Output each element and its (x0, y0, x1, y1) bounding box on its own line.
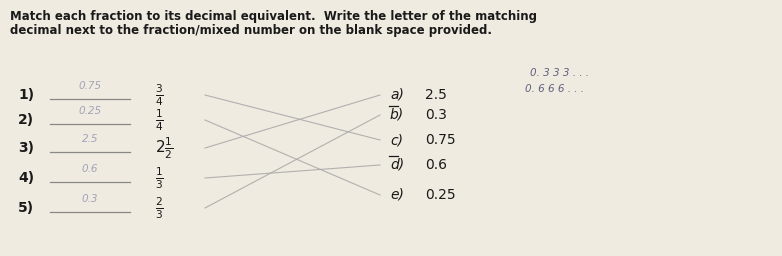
Text: $\frac{1}{3}$: $\frac{1}{3}$ (155, 165, 163, 191)
Text: 0. 3 3 3 . . .: 0. 3 3 3 . . . (530, 68, 589, 78)
Text: 0.25: 0.25 (425, 188, 456, 202)
Text: 0.75: 0.75 (425, 133, 456, 147)
Text: 5): 5) (18, 201, 34, 215)
Text: $\frac{1}{4}$: $\frac{1}{4}$ (155, 107, 163, 133)
Text: $\frac{2}{3}$: $\frac{2}{3}$ (155, 195, 163, 221)
Text: b): b) (390, 108, 404, 122)
Text: c): c) (390, 133, 403, 147)
Text: 1): 1) (18, 88, 34, 102)
Text: a): a) (390, 88, 404, 102)
Text: d): d) (390, 158, 404, 172)
Text: 3): 3) (18, 141, 34, 155)
Text: $\frac{3}{4}$: $\frac{3}{4}$ (155, 82, 163, 108)
Text: e): e) (390, 188, 404, 202)
Text: 2.5: 2.5 (82, 134, 99, 144)
Text: decimal next to the fraction/mixed number on the blank space provided.: decimal next to the fraction/mixed numbe… (10, 24, 492, 37)
Text: 2): 2) (18, 113, 34, 127)
Text: $2\frac{1}{2}$: $2\frac{1}{2}$ (155, 135, 174, 161)
Text: 4): 4) (18, 171, 34, 185)
Text: 2.5: 2.5 (425, 88, 447, 102)
Text: 0.75: 0.75 (78, 81, 102, 91)
Text: 0. 6 6 6 . . .: 0. 6 6 6 . . . (525, 84, 584, 94)
Text: 0.6: 0.6 (425, 158, 447, 172)
Text: 0.6: 0.6 (82, 164, 99, 174)
Text: 0.3: 0.3 (82, 194, 99, 204)
Text: Match each fraction to its decimal equivalent.  Write the letter of the matching: Match each fraction to its decimal equiv… (10, 10, 537, 23)
Text: 0.25: 0.25 (78, 106, 102, 116)
Text: 0.3: 0.3 (425, 108, 447, 122)
